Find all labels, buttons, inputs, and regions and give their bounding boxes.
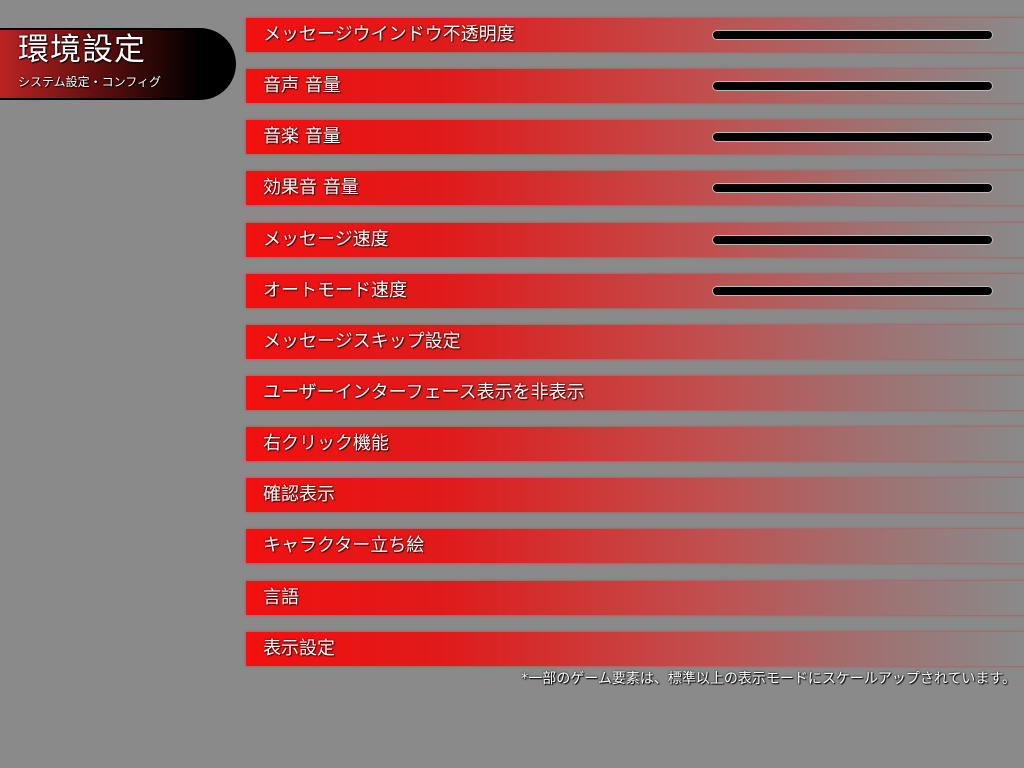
setting-row[interactable]: 表示設定	[246, 632, 1024, 666]
setting-row[interactable]: 言語	[246, 581, 1024, 615]
setting-row[interactable]: ユーザーインターフェース表示を非表示	[246, 376, 1024, 410]
setting-label: 表示設定	[263, 638, 335, 659]
setting-row[interactable]: 効果音 音量	[246, 171, 1024, 205]
setting-row[interactable]: 確認表示	[246, 478, 1024, 512]
setting-label: メッセージウインドウ不透明度	[263, 24, 515, 45]
setting-row[interactable]: メッセージウインドウ不透明度	[246, 18, 1024, 52]
setting-row[interactable]: メッセージ速度	[246, 223, 1024, 257]
setting-row[interactable]: キャラクター立ち絵	[246, 529, 1024, 563]
config-title-banner: 環境設定 システム設定・コンフィグ	[0, 28, 236, 100]
volume-slider[interactable]	[712, 183, 993, 193]
footnote: *一部のゲーム要素は、標準以上の表示モードにスケールアップされています。	[521, 671, 1016, 687]
setting-label: 効果音 音量	[263, 177, 359, 198]
setting-label: メッセージ速度	[263, 229, 389, 250]
setting-label: ユーザーインターフェース表示を非表示	[263, 382, 585, 403]
setting-label: メッセージスキップ設定	[263, 331, 461, 352]
volume-slider[interactable]	[712, 81, 993, 91]
volume-slider[interactable]	[712, 286, 993, 296]
setting-row[interactable]: 音声 音量	[246, 69, 1024, 103]
setting-row[interactable]: 右クリック機能	[246, 427, 1024, 461]
volume-slider[interactable]	[712, 132, 993, 142]
page-title: 環境設定	[18, 32, 146, 68]
setting-label: 音声 音量	[263, 75, 341, 96]
setting-label: 右クリック機能	[263, 433, 389, 454]
setting-row[interactable]: オートモード速度	[246, 274, 1024, 308]
setting-label: オートモード速度	[263, 280, 407, 301]
setting-label: 確認表示	[263, 484, 335, 505]
volume-slider[interactable]	[712, 30, 993, 40]
page-subtitle: システム設定・コンフィグ	[18, 75, 162, 89]
setting-row[interactable]: 音楽 音量	[246, 120, 1024, 154]
setting-label: キャラクター立ち絵	[263, 535, 425, 556]
setting-label: 言語	[263, 587, 299, 608]
setting-row[interactable]: メッセージスキップ設定	[246, 325, 1024, 359]
setting-label: 音楽 音量	[263, 126, 341, 147]
volume-slider[interactable]	[712, 235, 993, 245]
